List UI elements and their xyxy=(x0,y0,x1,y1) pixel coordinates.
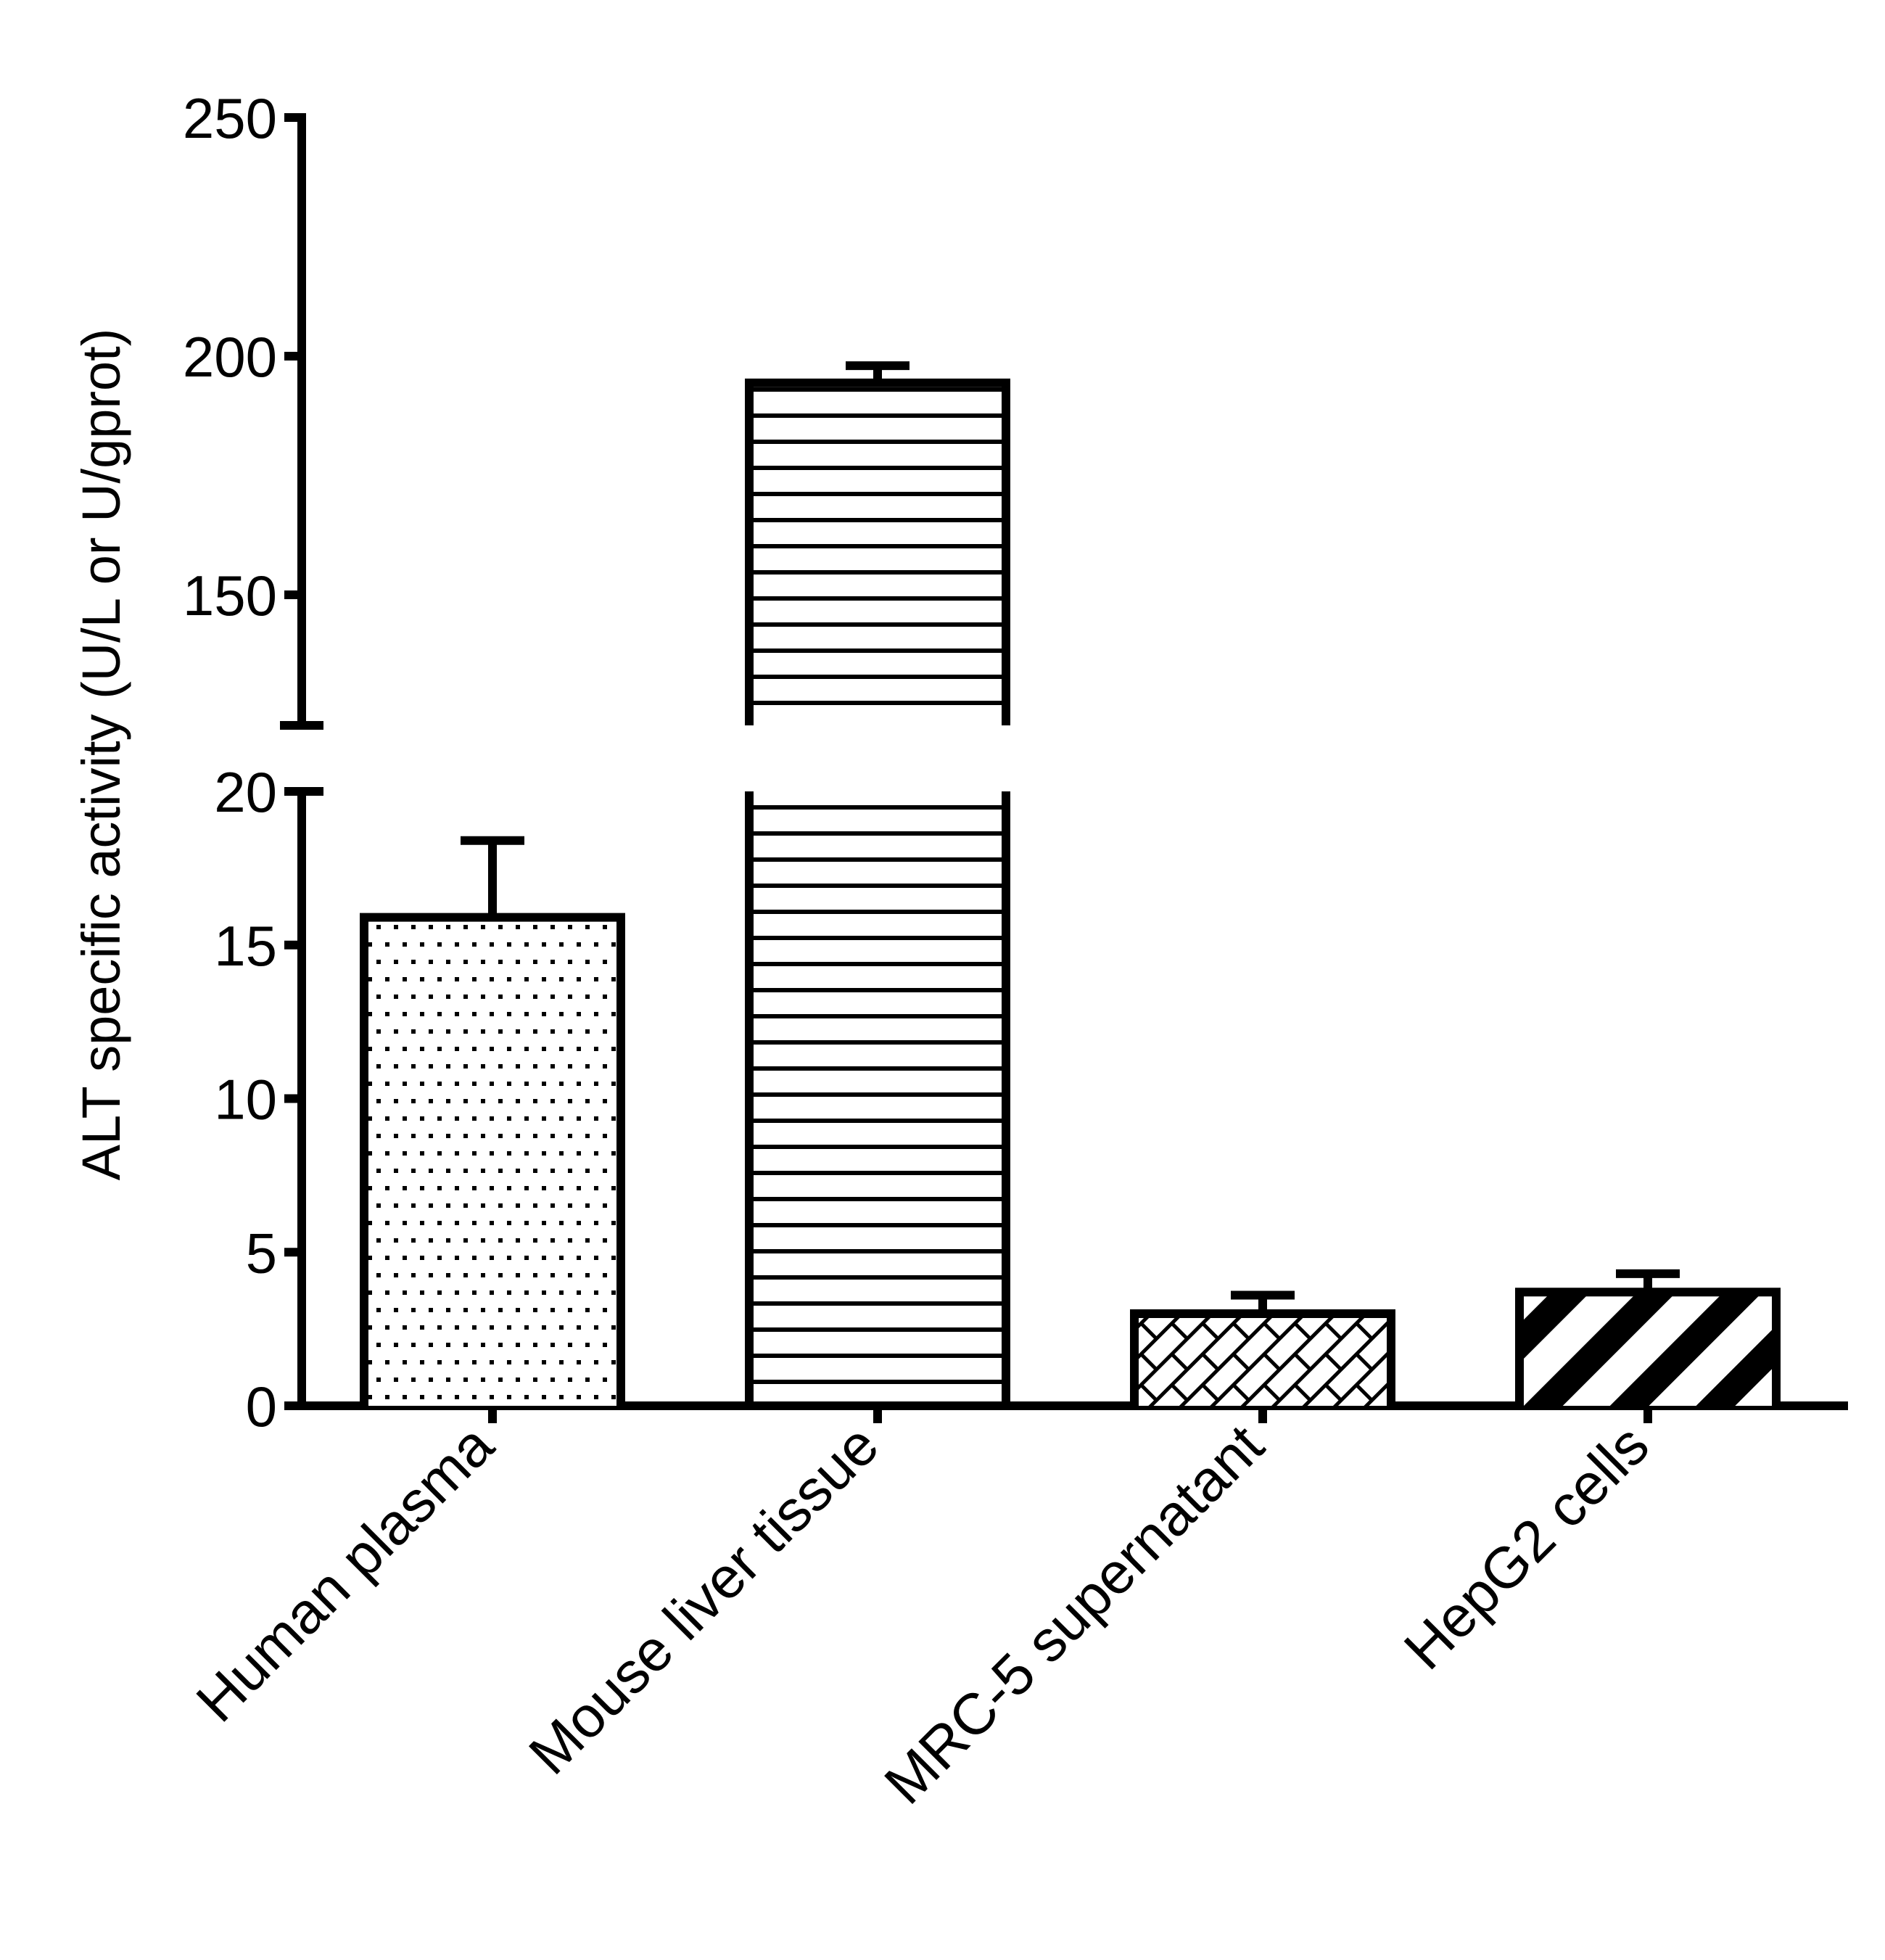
y-tick-label: 5 xyxy=(246,1221,277,1285)
x-category-label: Mouse liver tissue xyxy=(516,1412,891,1787)
y-axis-label: ALT specific activity (U/L or U/gprot) xyxy=(71,329,131,1181)
y-tick-label: 200 xyxy=(183,325,277,389)
x-category-label: HepG2 cells xyxy=(1392,1412,1661,1681)
bar-outline-lower xyxy=(745,791,1010,1406)
y-tick-label: 10 xyxy=(214,1068,277,1132)
y-tick-label: 0 xyxy=(246,1375,277,1438)
bar-mouse-liver-tissue xyxy=(745,361,1010,1406)
y-axis-title: ALT specific activity (U/L or U/gprot) xyxy=(71,329,131,1181)
bar-human-plasma xyxy=(360,836,625,1406)
y-tick-label: 150 xyxy=(183,564,277,627)
y-tick-label: 250 xyxy=(183,86,277,150)
bar-fill xyxy=(1519,1292,1776,1406)
bar-fill-upper xyxy=(749,382,1006,725)
bar-outline xyxy=(1130,1309,1395,1406)
bars xyxy=(360,361,1781,1406)
bar-outline xyxy=(360,913,625,1406)
bar-outline xyxy=(1515,1288,1781,1406)
bar-fill xyxy=(364,917,621,1406)
x-category-label: MRC-5 supernatant xyxy=(872,1412,1276,1816)
bar-mrc-5-supernatant xyxy=(1130,1290,1395,1406)
bar-fill-lower xyxy=(749,791,1006,1406)
bar-outline-upper xyxy=(745,378,1010,725)
bar-fill xyxy=(1134,1313,1391,1406)
y-tick-label: 15 xyxy=(214,914,277,978)
x-category-label: Human plasma xyxy=(184,1412,506,1734)
y-tick-label: 20 xyxy=(214,760,277,824)
bar-hepg2-cells xyxy=(1515,1269,1781,1406)
